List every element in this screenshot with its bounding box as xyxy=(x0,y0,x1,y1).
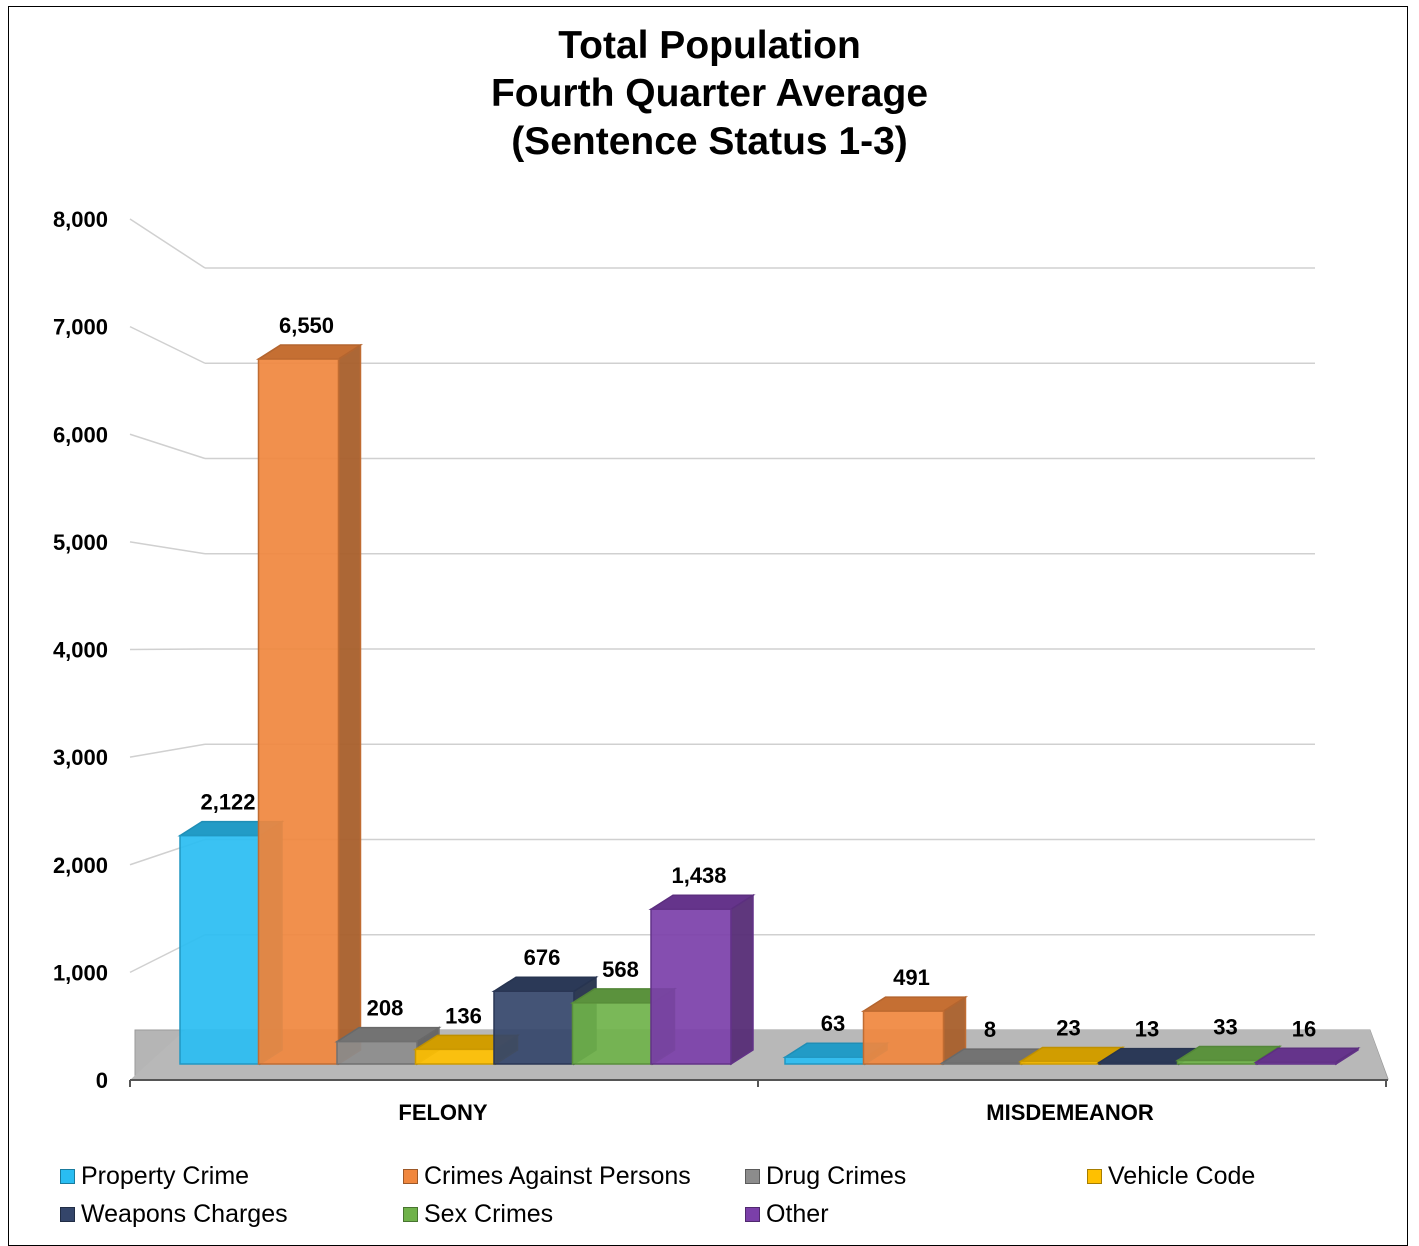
gridline-diagonal xyxy=(129,743,206,758)
data-label: 2,122 xyxy=(200,790,255,815)
data-label: 208 xyxy=(367,996,404,1021)
legend-swatch xyxy=(60,1207,75,1222)
gridline-diagonal xyxy=(129,433,206,460)
bar-front xyxy=(414,1048,497,1065)
chart-title-line-3: (Sentence Status 1-3) xyxy=(511,120,908,163)
y-tick-label: 0 xyxy=(96,1068,108,1093)
data-label: 16 xyxy=(1292,1016,1316,1041)
legend-item-crimes-against-persons: Crimes Against Persons xyxy=(403,1162,691,1191)
data-label: 1,438 xyxy=(671,863,726,888)
bar-front xyxy=(571,1002,654,1065)
legend-label: Property Crime xyxy=(81,1162,250,1190)
bar-front xyxy=(1019,1060,1102,1065)
bar-front xyxy=(257,358,340,1065)
chart-title-line-1: Total Population xyxy=(558,24,861,67)
bar-misdemeanor-other: 16 xyxy=(1253,1016,1361,1066)
y-tick-label: 5,000 xyxy=(53,530,108,555)
y-tick-label: 3,000 xyxy=(53,745,108,770)
chart-title-line-2: Fourth Quarter Average xyxy=(490,72,929,115)
bar-side xyxy=(337,343,362,1066)
gridline-diagonal xyxy=(129,325,206,364)
y-tick-label: 8,000 xyxy=(53,207,108,232)
y-tick-label: 4,000 xyxy=(53,638,108,663)
bar-chart: 0 1,000 2,000 3,000 4,000 5,000 6,000 7,000 8,00… xyxy=(53,207,1389,1125)
legend-swatch xyxy=(745,1207,760,1222)
bar-felony-other: 1,438 xyxy=(648,863,756,1066)
data-label: 491 xyxy=(893,965,930,990)
data-label: 23 xyxy=(1056,1016,1080,1041)
legend-label: Vehicle Code xyxy=(1108,1162,1256,1190)
legend-item-other: Other xyxy=(745,1200,829,1229)
data-label: 6,550 xyxy=(279,313,334,338)
legend-item-sex-crimes: Sex Crimes xyxy=(403,1200,553,1229)
gridline-diagonal xyxy=(129,218,206,269)
y-tick-label: 2,000 xyxy=(53,853,108,878)
bar-front xyxy=(336,1040,418,1065)
bar-front xyxy=(784,1056,866,1065)
bar-front xyxy=(862,1010,945,1065)
y-tick-label: 7,000 xyxy=(53,315,108,340)
gridline-diagonal xyxy=(129,648,206,651)
bar-front xyxy=(1176,1059,1259,1065)
y-tick-label: 1,000 xyxy=(53,960,108,985)
legend-swatch xyxy=(745,1169,760,1184)
data-label: 33 xyxy=(1213,1014,1237,1039)
data-label: 8 xyxy=(984,1017,996,1042)
bar-front xyxy=(650,908,732,1065)
bar-misdemeanor-crimes-against-persons: 491 xyxy=(860,965,969,1066)
gridline-diagonal xyxy=(129,541,206,555)
bar-front xyxy=(1098,1061,1180,1065)
bar-felony-crimes-against-persons: 6,550 xyxy=(255,313,364,1066)
bar-side xyxy=(730,893,754,1066)
legend-label: Drug Crimes xyxy=(766,1162,907,1190)
legend-swatch xyxy=(1087,1169,1102,1184)
data-label: 63 xyxy=(821,1011,845,1036)
y-tick-label: 6,000 xyxy=(53,422,108,447)
legend-item-property-crime: Property Crime xyxy=(60,1162,249,1191)
bar-front xyxy=(1255,1061,1337,1065)
legend-label: Crimes Against Persons xyxy=(424,1162,691,1190)
legend-item-vehicle-code: Vehicle Code xyxy=(1087,1162,1255,1191)
bar-front xyxy=(493,990,575,1065)
legend-swatch xyxy=(403,1169,418,1184)
data-label: 136 xyxy=(445,1003,482,1028)
legend-label: Weapons Charges xyxy=(81,1200,288,1228)
bar-front xyxy=(179,834,261,1065)
legend-label: Sex Crimes xyxy=(424,1200,554,1228)
data-label: 568 xyxy=(602,957,639,982)
legend-item-weapons-charges: Weapons Charges xyxy=(60,1200,288,1229)
data-label: 676 xyxy=(524,945,561,970)
x-category-label: FELONY xyxy=(398,1100,488,1125)
bar-front xyxy=(941,1062,1023,1065)
legend-swatch xyxy=(60,1169,75,1184)
x-category-label: MISDEMEANOR xyxy=(986,1100,1154,1125)
chart-title: Total Population Fourth Quarter Average … xyxy=(0,22,1419,166)
legend-label: Other xyxy=(766,1200,829,1228)
legend-swatch xyxy=(403,1207,418,1222)
data-label: 13 xyxy=(1135,1017,1159,1042)
legend-item-drug-crimes: Drug Crimes xyxy=(745,1162,906,1191)
